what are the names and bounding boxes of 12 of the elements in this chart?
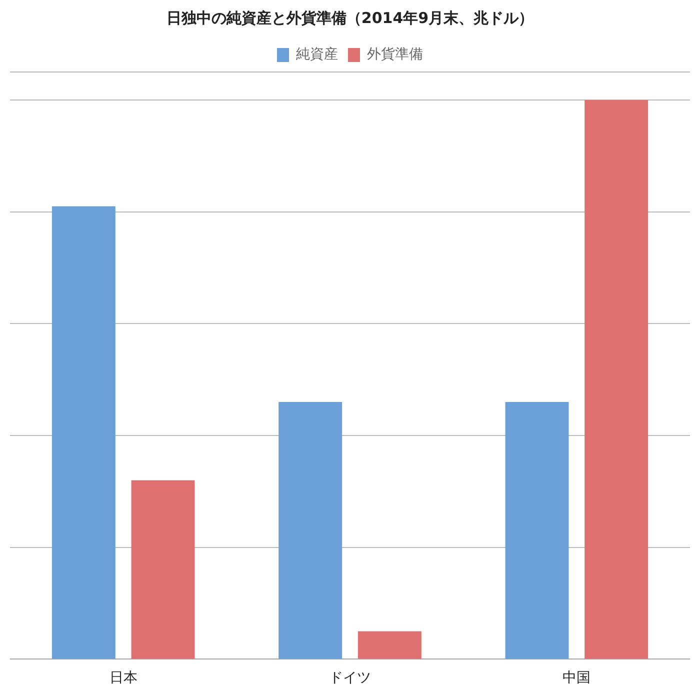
legend-label: 純資産 [296,46,338,63]
x-tick-label: 日本 [109,670,138,686]
bar [358,631,422,659]
legend-label: 外貨準備 [367,46,423,63]
bar [278,402,342,659]
bar [505,402,569,659]
bar [52,206,116,659]
chart-title: 日独中の純資産と外貨準備（2014年9月末、兆ドル） [166,8,534,27]
bar [584,100,648,659]
x-tick-label: 中国 [562,670,591,686]
bar [131,480,195,659]
x-tick-label: ドイツ [329,670,371,686]
